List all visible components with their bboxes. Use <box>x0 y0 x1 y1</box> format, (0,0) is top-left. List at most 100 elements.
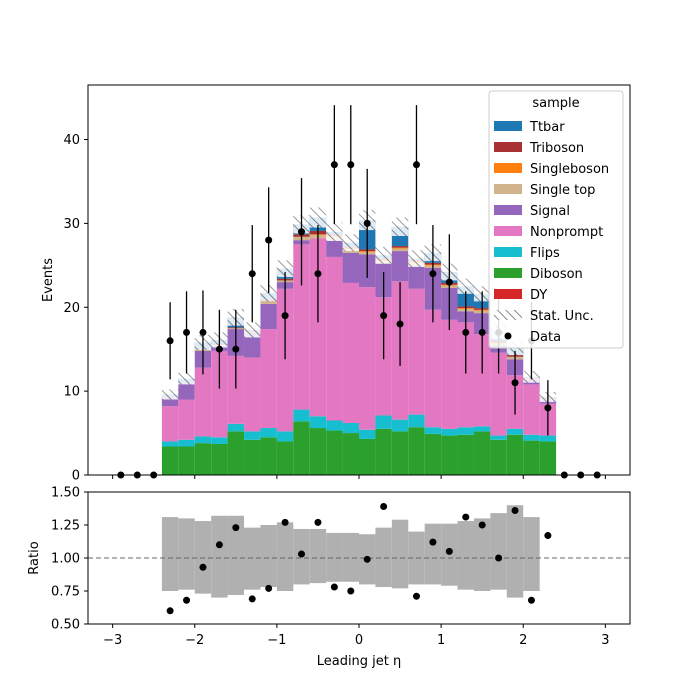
legend-swatch <box>494 142 522 152</box>
stack-bar-diboson <box>260 437 277 475</box>
stack-bar-flips <box>260 428 277 438</box>
ratio-point <box>412 592 420 600</box>
ratio-point <box>429 538 437 546</box>
stack-bar-diboson <box>506 434 524 475</box>
data-point <box>445 278 453 286</box>
stack-bar-flips <box>391 419 409 432</box>
legend-swatch <box>494 184 522 194</box>
legend-marker <box>504 332 512 340</box>
stack-bar-diboson <box>244 439 261 475</box>
ratio-unc-band <box>227 515 245 595</box>
stack-bar-flips <box>194 436 212 444</box>
stat-unc-band <box>326 222 343 241</box>
ratio-y-tick-label: 1.00 <box>51 552 80 567</box>
stack-bar-diboson <box>227 431 245 475</box>
data-point <box>330 161 338 169</box>
ratio-point <box>380 503 388 511</box>
data-point <box>429 270 437 278</box>
x-tick-label: −2 <box>185 633 204 648</box>
stack-bar-single-top <box>260 301 277 304</box>
ratio-unc-band <box>473 518 491 591</box>
ratio-point <box>527 596 535 604</box>
ratio-point <box>363 555 371 563</box>
data-point <box>166 337 174 345</box>
stack-bar-signal <box>260 303 277 330</box>
legend-swatch <box>494 205 522 215</box>
x-tick-label: 1 <box>437 633 445 648</box>
stack-bar-diboson <box>391 431 409 475</box>
ratio-unc-band <box>276 522 294 591</box>
x-tick-label: 3 <box>601 633 609 648</box>
ratio-point <box>298 550 306 558</box>
stack-bar-singleboson <box>391 247 409 249</box>
legend-entry-label: Stat. Unc. <box>530 309 594 324</box>
stack-bar-nonprompt <box>359 287 376 430</box>
data-point <box>412 161 420 169</box>
legend-swatch <box>494 163 522 173</box>
ratio-unc-band <box>490 513 507 590</box>
stack-bar-flips <box>178 439 195 447</box>
stack-bar-diboson <box>211 443 228 475</box>
ratio-unc-band <box>326 532 343 582</box>
stack-bar-nonprompt <box>326 256 343 421</box>
data-point <box>462 328 470 336</box>
ratio-point <box>511 506 519 514</box>
ratio-point <box>462 513 470 521</box>
stack-bar-diboson <box>490 439 507 475</box>
legend-swatch <box>494 247 522 257</box>
stat-unc-band <box>408 250 425 267</box>
data-point <box>347 161 355 169</box>
legend-entry-label: Ttbar <box>529 120 565 135</box>
legend-entry-label: Triboson <box>529 141 584 156</box>
data-point <box>265 236 273 244</box>
stack-bar-flips <box>211 437 228 444</box>
legend-entry-label: Flips <box>530 246 560 261</box>
stack-bar-flips <box>408 414 425 428</box>
ratio-panel: 0.50 0.75 1.00 1.25 1.50 −3 −2 −1 0 1 2 3 Ratio Le… <box>27 486 631 669</box>
ratio-point <box>248 595 256 603</box>
stack-bar-diboson <box>309 428 327 475</box>
stack-bar-nonprompt <box>309 238 327 417</box>
stack-bar-signal <box>244 332 261 358</box>
stack-bar-diboson <box>194 443 212 475</box>
legend-title: sample <box>532 96 579 111</box>
stack-bar-single-top <box>391 248 409 252</box>
legend-swatch <box>494 289 522 299</box>
ratio-y-tick-label: 0.50 <box>51 618 80 633</box>
main-y-tick-label: 30 <box>63 217 80 232</box>
stack-bar-diboson <box>457 434 474 475</box>
stack-bar-diboson <box>539 441 557 475</box>
ratio-point <box>232 524 240 532</box>
stack-bar-flips <box>359 429 376 439</box>
stack-bar-flips <box>276 431 294 442</box>
ratio-point <box>265 584 273 592</box>
stack-bar-nonprompt <box>473 334 491 427</box>
data-point <box>544 404 552 412</box>
ratio-unc-band <box>391 519 409 589</box>
ratio-unc-band <box>375 527 392 588</box>
stack-bar-flips <box>457 427 474 435</box>
data-point <box>215 345 223 353</box>
data-point <box>363 219 371 227</box>
stack-bar-nonprompt <box>161 406 179 442</box>
ratio-point <box>544 532 552 540</box>
legend-swatch <box>494 268 522 278</box>
legend-entry-label: Singleboson <box>530 162 609 177</box>
ratio-unc-band <box>211 515 228 598</box>
ratio-unc-band <box>194 521 212 594</box>
stack-bar-flips <box>161 441 179 447</box>
ratio-point <box>495 554 503 562</box>
ratio-unc-band <box>342 532 359 582</box>
stack-bar-signal <box>391 251 409 282</box>
data-point <box>248 270 256 278</box>
stat-unc-band <box>391 217 409 236</box>
stack-bar-signal <box>408 265 425 289</box>
stack-bar-diboson <box>342 433 359 475</box>
legend-entry-label: Data <box>530 330 561 345</box>
main-y-tick-label: 0 <box>72 469 80 484</box>
ratio-point <box>281 518 289 526</box>
main-y-tick-label: 40 <box>63 133 80 148</box>
ratio-point <box>445 547 453 555</box>
legend-box <box>488 90 624 349</box>
stack-bar-triboson <box>391 246 409 248</box>
